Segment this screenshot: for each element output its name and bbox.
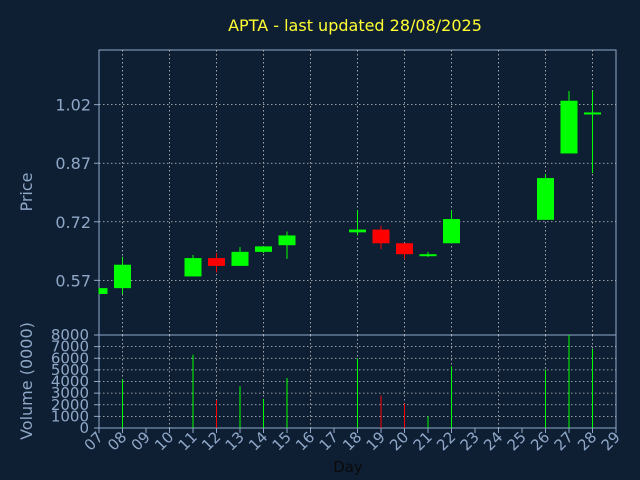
candle-body	[255, 246, 272, 252]
price-axis-label: Price	[17, 172, 36, 211]
candle-body	[278, 235, 296, 246]
volume-tick-label: 4000	[51, 373, 89, 391]
candle-body	[584, 112, 601, 115]
candle-body	[419, 254, 437, 257]
chart-title: APTA - last updated 28/08/2025	[228, 16, 482, 35]
price-tick-label: 0.72	[55, 213, 91, 232]
volume-tick-label: 8000	[51, 326, 89, 344]
candle-body	[372, 229, 390, 244]
price-tick-label: 1.02	[55, 96, 91, 115]
volume-axis-label: Volume (0000)	[17, 322, 36, 440]
candle-body	[208, 258, 225, 266]
volume-tick-label: 0	[79, 419, 89, 437]
volume-bars	[122, 335, 593, 428]
day-axis-ticks: 0708091011121314151617181920212223242526…	[81, 428, 624, 454]
volume-tick-label: 1000	[51, 407, 89, 425]
candle-body	[443, 219, 460, 244]
volume-tick-label: 6000	[51, 349, 89, 367]
volume-tick-label: 5000	[51, 361, 89, 379]
candle-body	[114, 264, 131, 289]
day-axis-label: Day	[333, 458, 363, 476]
candle-body	[349, 229, 366, 233]
candle-body	[396, 243, 413, 255]
candle-body	[537, 178, 554, 220]
volume-tick-label: 7000	[51, 338, 89, 356]
candle-body	[99, 288, 108, 295]
price-axis-ticks: 0.57 0.87 0.72 1.02	[55, 96, 99, 290]
candle-body	[560, 100, 578, 154]
candle-body	[184, 258, 202, 277]
price-tick-label: 0.87	[55, 154, 91, 173]
candle-body	[231, 251, 249, 266]
volume-tick-label: 3000	[51, 384, 89, 402]
candles	[98, 90, 601, 295]
volume-tick-label: 2000	[51, 396, 89, 414]
price-tick-label: 0.57	[55, 271, 91, 290]
